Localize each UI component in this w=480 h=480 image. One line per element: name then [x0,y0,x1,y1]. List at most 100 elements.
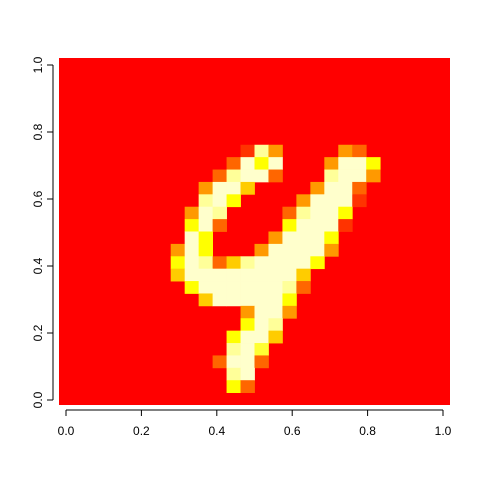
heatmap-cell [198,181,213,195]
y-axis: 0.0 0.2 0.4 0.6 0.8 1.0 [31,56,54,408]
heatmap-cell [268,243,283,257]
heatmap-cell [212,169,227,183]
heatmap-cell [296,231,311,245]
heatmap-cell [240,355,255,369]
heatmap-cell [268,268,283,282]
heatmap-cell [268,169,283,183]
heatmap-cell [198,219,213,232]
heatmap-cell [240,169,255,183]
heatmap-cell [366,169,381,183]
y-tick-label: 0.6 [31,190,45,207]
heatmap-cell [254,343,269,356]
heatmap-cell [198,256,213,270]
heatmap-cell [184,243,200,257]
heatmap-cell [254,157,269,170]
heatmap-cell [226,355,241,369]
x-tick-label: 1.0 [435,424,452,438]
heatmap-cell [240,281,255,294]
heatmap-cell [310,219,325,232]
heatmap-cell [226,281,241,294]
heatmap-cell [226,194,241,208]
heatmap-cell [226,380,241,393]
heatmap-cell [296,219,311,232]
heatmap-cell [282,243,297,257]
heatmap-cell [268,231,283,245]
heatmap-cell [324,181,339,195]
heatmap-cell [254,256,269,270]
heatmap-cell [212,194,227,208]
heatmap-cell [198,194,213,208]
heatmap-cell [170,243,186,257]
heatmap-cell [282,206,297,220]
x-tick-label: 0.2 [133,424,150,438]
heatmap-cell [226,157,241,170]
heatmap-cell [324,206,339,220]
heatmap-cell [338,169,353,183]
heatmap-cell [240,343,255,356]
heatmap-cell [240,293,255,307]
heatmap-cell [254,318,269,332]
heatmap-cell [254,355,269,369]
heatmap-cell [198,243,213,257]
heatmap-cell [296,281,311,294]
heatmap-cell [282,281,297,294]
heatmap-cell [240,268,255,282]
heatmap-cell [212,281,227,294]
heatmap-cell [226,169,241,183]
heatmap-cell [198,281,213,294]
heatmap-cell [324,157,339,170]
heatmap-cell [296,206,311,220]
heatmap-cell [310,256,325,270]
x-tick-label: 0.0 [58,424,75,438]
heatmap-cell [254,293,269,307]
heatmap-cell [184,206,200,220]
heatmap-cell [338,144,353,158]
heatmap-cell [254,243,269,257]
heatmap-cell [282,219,297,232]
heatmap-cell [338,181,353,195]
heatmap-cell [338,157,353,170]
heatmap-cell [212,181,227,195]
heatmap-cell [170,256,186,270]
heatmap-cell [240,144,255,158]
heatmap-cell [324,169,339,183]
heatmap-cell [268,293,283,307]
heatmap-cell [240,305,255,319]
heatmap-cell [226,367,241,381]
heatmap-cell [226,293,241,307]
heatmap-cell [198,231,213,245]
heatmap-cell [338,219,353,232]
heatmap-cell [212,256,227,270]
heatmap-cell [338,194,353,208]
heatmap-cell [254,169,269,183]
heatmap-cell [324,231,339,245]
heatmap-cell [212,206,227,220]
heatmap-cell [268,305,283,319]
x-tick-label: 0.4 [208,424,225,438]
y-tick-label: 0.4 [31,257,45,274]
heatmap-cell [254,330,269,344]
heatmap-cell [240,330,255,344]
heatmap-cell [184,268,200,282]
heatmap-cell [310,243,325,257]
heatmap-cell [282,256,297,270]
y-tick-label: 0.8 [31,123,45,140]
y-tick-label: 1.0 [31,56,45,73]
heatmap-cell [268,281,283,294]
heatmap-cell [282,305,297,319]
heatmap-cell [226,343,241,356]
y-tick-label: 0.2 [31,324,45,341]
heatmap-cell [226,330,241,344]
heatmap-cell [198,268,213,282]
x-tick-label: 0.6 [284,424,301,438]
heatmap-cell [226,268,241,282]
heatmap-cell [268,256,283,270]
heatmap-cell [212,293,227,307]
heatmap-cell [296,194,311,208]
heatmap-cell [254,281,269,294]
heatmap-cell [240,367,255,381]
heatmap-cell [226,256,241,270]
heatmap-cell [212,219,227,232]
x-axis: 0.0 0.2 0.4 0.6 0.8 1.0 [58,409,452,438]
